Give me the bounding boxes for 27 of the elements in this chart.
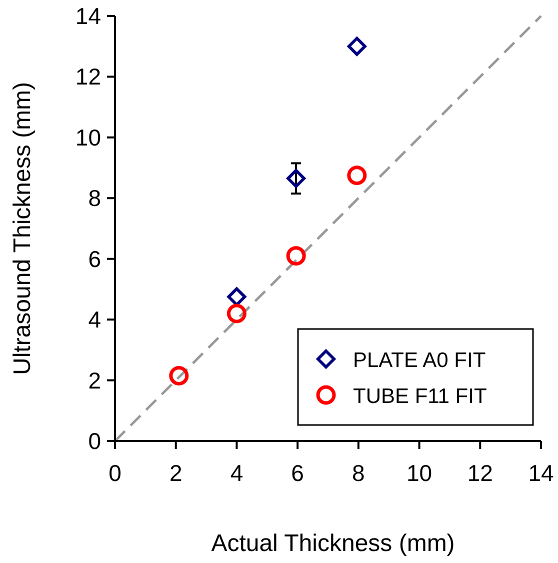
y-tick-label: 8 (88, 185, 101, 212)
x-tick-label: 10 (406, 460, 432, 486)
x-tick-label: 4 (230, 460, 244, 486)
point (347, 166, 367, 186)
y-tick-label: 6 (88, 246, 101, 272)
x-tick-label: 8 (352, 460, 365, 486)
point (169, 366, 189, 386)
y-tick-label: 12 (75, 64, 101, 90)
y-axis-title: Ultrasound Thickness (mm) (9, 82, 36, 375)
x-tick-label: 6 (291, 460, 304, 486)
legend-label: TUBE F11 FIT (353, 385, 487, 408)
x-axis-title: Actual Thickness (mm) (211, 530, 455, 557)
y-tick-label: 2 (88, 367, 101, 394)
x-tick-label: 14 (528, 460, 554, 486)
point (286, 168, 306, 188)
point (286, 246, 306, 266)
x-tick-label: 12 (467, 460, 493, 486)
y-tick-label: 0 (88, 428, 101, 454)
y-tick-label: 14 (75, 3, 102, 29)
point (347, 36, 366, 56)
x-tick-label: 2 (169, 460, 182, 486)
point (226, 304, 246, 324)
y-tick-label: 4 (88, 306, 102, 333)
point (227, 287, 246, 306)
y-tick-label: 10 (75, 124, 101, 150)
x-tick-label: 0 (108, 460, 122, 486)
legend-label: PLATE A0 FIT (353, 349, 486, 372)
